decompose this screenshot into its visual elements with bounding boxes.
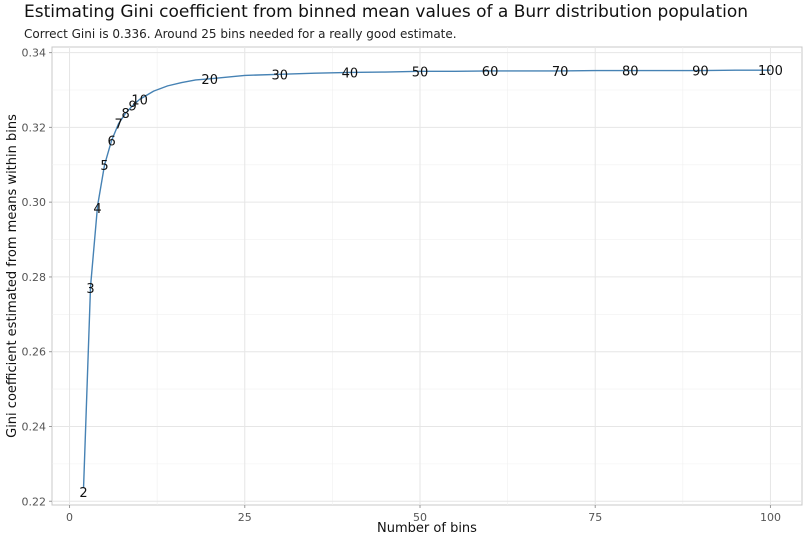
point-label-20: 20 [201,73,218,88]
point-label-8: 8 [121,107,129,122]
y-tick-label: 0.30 [22,196,47,209]
point-label-4: 4 [93,202,101,217]
y-tick-label: 0.28 [22,271,47,284]
point-label-7: 7 [114,118,122,133]
y-tick-label: 0.24 [22,420,47,433]
x-tick-label: 50 [413,511,427,524]
y-axis-ticks: 0.22 0.24 0.26 0.28 0.30 0.32 0.34 [22,47,52,508]
point-label-9: 9 [128,100,136,115]
point-label-90: 90 [692,65,709,80]
point-label-6: 6 [107,134,115,149]
y-tick-label: 0.26 [22,346,47,359]
x-tick-label: 0 [66,511,73,524]
point-label-40: 40 [342,66,359,81]
x-tick-label: 25 [238,511,252,524]
y-axis-title: Gini coefficient estimated from means wi… [5,114,20,438]
point-label-3: 3 [86,282,94,297]
chart-title: Estimating Gini coefficient from binned … [24,2,749,22]
point-label-5: 5 [100,159,108,174]
point-label-10: 10 [131,93,148,108]
point-label-30: 30 [272,68,289,83]
point-label-60: 60 [482,65,499,80]
y-tick-label: 0.34 [22,47,47,60]
point-label-50: 50 [412,65,429,80]
y-tick-label: 0.32 [22,121,47,134]
y-tick-label: 0.22 [22,495,47,508]
x-axis-ticks: 0 25 50 75 100 [66,505,781,524]
point-label-70: 70 [552,65,569,80]
series-layer [82,69,771,489]
x-tick-label: 100 [760,511,781,524]
x-axis-title: Number of bins [377,521,477,536]
grid-minor [52,47,802,505]
x-tick-label: 75 [588,511,602,524]
point-label-2: 2 [79,486,87,501]
point-label-80: 80 [622,65,639,80]
grid-major [52,47,802,505]
point-label-100: 100 [758,64,783,79]
chart-subtitle: Correct Gini is 0.336. Around 25 bins ne… [24,27,457,41]
plot-panel [51,46,803,506]
series-line-0 [82,69,771,489]
